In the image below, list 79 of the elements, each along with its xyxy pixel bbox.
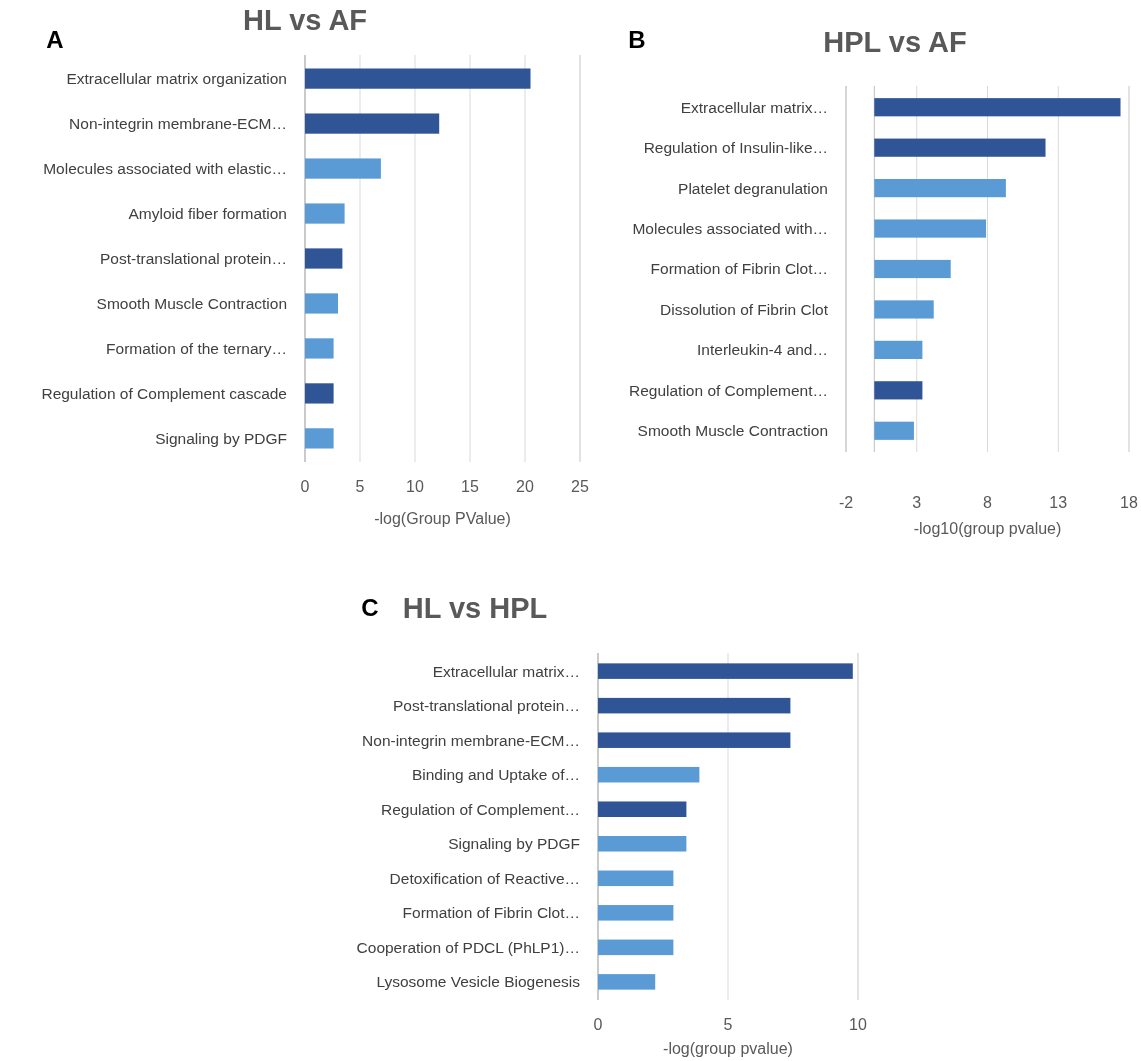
y-tick-label: Amyloid fiber formation: [128, 204, 287, 222]
bar: [874, 219, 987, 238]
bar: [305, 428, 334, 449]
x-tick-label: -2: [838, 494, 854, 511]
x-tick-label: 3: [912, 494, 922, 511]
y-tick-label: Post-translational protein…: [393, 697, 580, 715]
x-tick-label: 10: [849, 1016, 867, 1033]
bar: [874, 98, 1121, 117]
y-tick-label: Regulation of Complement cascade: [41, 384, 287, 402]
x-tick-label: 15: [461, 478, 479, 495]
y-tick-label: Lysosome Vesicle Biogenesis: [376, 973, 581, 991]
y-tick-label: Detoxification of Reactive…: [389, 869, 580, 887]
y-tick-label: Extracellular matrix…: [680, 98, 828, 116]
x-axis-title: -log10(group pvalue): [913, 520, 1062, 537]
y-tick-label: Post-translational protein…: [100, 249, 287, 267]
x-tick-label: 5: [723, 1016, 733, 1033]
y-tick-label: Molecules associated with elastic…: [43, 159, 287, 177]
bar: [598, 663, 853, 679]
y-tick-label: Extracellular matrix organization: [66, 70, 287, 88]
x-tick-label: 13: [1049, 494, 1068, 511]
bar: [305, 113, 440, 134]
y-tick-label: Signaling by PDGF: [155, 429, 287, 447]
x-tick-label: 0: [300, 478, 310, 495]
y-tick-label: Dissolution of Fibrin Clot: [660, 300, 829, 318]
y-tick-label: Non-integrin membrane-ECM…: [69, 115, 287, 133]
bar: [598, 732, 791, 748]
text: C: [361, 594, 379, 621]
bar: [874, 179, 1006, 198]
bar: [305, 248, 343, 269]
chart-title: HL vs AF: [242, 4, 368, 36]
x-tick-label: 0: [593, 1016, 603, 1033]
bar: [598, 766, 700, 783]
bar: [305, 338, 334, 359]
y-tick-label: Formation of Fibrin Clot…: [402, 904, 580, 922]
y-tick-label: Binding and Uptake of…: [411, 766, 580, 784]
x-tick-label: 25: [571, 478, 589, 495]
y-tick-label: Regulation of Complement…: [628, 381, 828, 399]
x-axis-title: -log(group pvalue): [663, 1040, 793, 1057]
y-tick-label: Interleukin-4 and…: [697, 341, 828, 359]
y-tick-label: Smooth Muscle Contraction: [637, 422, 828, 440]
x-axis-title: -log(Group PValue): [374, 510, 511, 527]
chart-title: HL vs HPL: [402, 592, 548, 624]
y-tick-label: Extracellular matrix…: [432, 662, 580, 680]
bar: [305, 203, 345, 224]
bar: [874, 138, 1046, 157]
x-tick-label: 18: [1120, 494, 1138, 511]
bar: [598, 697, 791, 714]
y-tick-label: Molecules associated with…: [632, 219, 828, 237]
bar: [598, 974, 656, 990]
x-tick-label: 8: [983, 494, 993, 511]
y-tick-label: Regulation of Insulin-like…: [643, 139, 828, 157]
bar: [305, 158, 381, 179]
bar: [598, 939, 674, 956]
bar: [874, 259, 951, 279]
bar: [598, 870, 674, 887]
y-tick-label: Non-integrin membrane-ECM…: [362, 731, 580, 749]
bar: [598, 905, 674, 921]
bar: [598, 801, 687, 818]
bar: [305, 293, 338, 314]
y-tick-label: Formation of the ternary…: [106, 339, 287, 357]
bar: [305, 68, 531, 89]
bar: [874, 381, 923, 400]
bar: [874, 300, 934, 319]
bar: [305, 383, 334, 404]
x-tick-label: 10: [406, 478, 424, 495]
text: B: [628, 26, 646, 53]
chart-title: HPL vs AF: [823, 26, 967, 58]
text: A: [46, 26, 64, 53]
bar: [598, 836, 687, 852]
x-tick-label: 5: [355, 478, 365, 495]
y-tick-label: Signaling by PDGF: [448, 835, 580, 853]
y-tick-label: Smooth Muscle Contraction: [96, 294, 287, 312]
y-tick-label: Cooperation of PDCL (PhLP1)…: [356, 938, 580, 956]
bar: [874, 421, 914, 440]
y-tick-label: Formation of Fibrin Clot…: [650, 260, 828, 278]
x-tick-label: 20: [516, 478, 534, 495]
bar: [874, 340, 923, 359]
y-tick-label: Platelet degranulation: [678, 179, 828, 197]
y-tick-label: Regulation of Complement…: [380, 800, 580, 818]
